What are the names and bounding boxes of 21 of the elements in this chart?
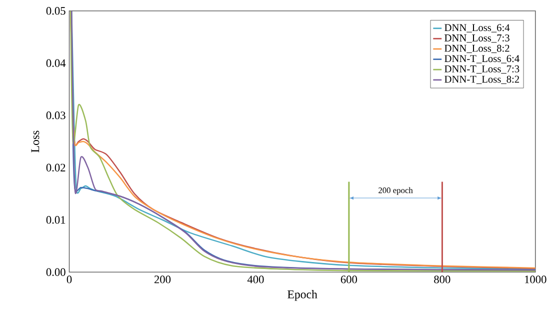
x-tick-label: 400 [247,276,264,284]
y-tick-label: 0.00 [46,268,66,276]
y-tick-label: 0.03 [46,112,66,120]
y-tick-label: 0.04 [46,59,66,68]
x-tick-label: 1000 [525,276,546,284]
annotation: 200 epoch [378,187,413,196]
legend-label: DNN_Loss_6:4 [444,24,510,33]
y-axis-title: Loss [31,130,40,153]
legend-label: DNN-T_Loss_6:4 [444,55,520,64]
legend-label: DNN_Loss_8:2 [444,44,510,54]
legend-label: DNN_Loss_7:3 [444,34,510,43]
x-tick-label: 600 [340,276,358,284]
y-tick-label: 0.02 [46,164,66,172]
x-axis-title: Epoch [288,290,318,301]
x-tick-label: 200 [154,276,171,284]
y-tick-label: 0.05 [46,7,66,15]
y-tick-label: 0.01 [46,216,66,224]
legend-label: DNN-T_Loss_8:2 [444,76,520,84]
x-tick-label: 0 [66,276,72,284]
x-tick-label: 800 [434,276,450,284]
legend-label: DNN-T_Loss_7:3 [444,66,520,74]
